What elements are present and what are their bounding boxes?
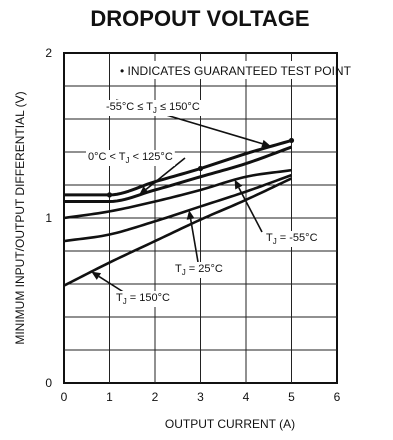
- y-tick-label: 1: [45, 211, 52, 225]
- series-line-0: [64, 139, 292, 197]
- annotation-label-background: [86, 150, 175, 166]
- annotation-label-1: 0°C < TJ < 125°C: [86, 150, 175, 166]
- annotation-label-background: [104, 100, 202, 116]
- annotation-label-background: [114, 291, 173, 307]
- y-tick-label: 0: [45, 376, 52, 390]
- annotation-arrow-line: [98, 275, 126, 294]
- annotation-label-background: [264, 231, 320, 247]
- y-axis-ticks: 0 1 2: [45, 46, 52, 390]
- series-line-3: [63, 173, 292, 243]
- x-tick-label: 4: [243, 390, 250, 404]
- annotation-label-background: [173, 262, 225, 278]
- annotation-arrow-head: [261, 139, 272, 148]
- annotation-arrow-line: [238, 187, 263, 233]
- annotation-text: TJ = -55°C: [266, 232, 318, 246]
- y-axis-label: MINIMUM INPUT/OUTPUT DIFFERENTIAL (V): [13, 91, 27, 344]
- annotation-arrow-head: [139, 186, 149, 196]
- series-line-2: [63, 168, 292, 220]
- annotation-layer: -55°C ≤ TJ ≤ 150°C 0°C < TJ < 125°C TJ = -…: [86, 99, 320, 307]
- annotation-text: -55°C ≤ TJ ≤ 150°C: [106, 101, 200, 115]
- annotation-label-0: -55°C ≤ TJ ≤ 150°C: [104, 100, 202, 116]
- annotation-text: 0°C < TJ < 125°C: [88, 151, 173, 165]
- annotation-arrow-line: [189, 218, 199, 263]
- annotation-label-2: TJ = -55°C: [264, 231, 320, 247]
- annotation-arrow-head: [91, 271, 102, 280]
- annotation-arrow-line: [145, 157, 186, 191]
- guaranteed-test-point: [288, 137, 295, 144]
- x-tick-label: 3: [197, 390, 204, 404]
- x-axis-label: OUTPUT CURRENT (A): [165, 417, 295, 431]
- guaranteed-test-point-note: • INDICATES GUARANTEED TEST POINT: [120, 64, 352, 78]
- annotation-text: TJ = 150°C: [116, 292, 170, 306]
- annotation-label-4: TJ = 150°C: [114, 291, 173, 307]
- y-tick-label: 2: [45, 46, 52, 60]
- annotation-arrow-head: [234, 179, 243, 190]
- x-tick-label: 6: [334, 390, 341, 404]
- series-layer: [63, 139, 293, 287]
- x-tick-label: 2: [152, 390, 159, 404]
- note-background: [115, 61, 330, 79]
- guaranteed-test-point: [197, 165, 204, 172]
- annotation-arrow-head: [186, 210, 195, 220]
- x-tick-label: 5: [288, 390, 295, 404]
- series-line-1: [64, 145, 293, 203]
- chart-title: DROPOUT VOLTAGE: [90, 6, 309, 31]
- guaranteed-test-point: [106, 192, 113, 198]
- annotation-label-3: TJ = 25°C: [173, 262, 225, 278]
- test-points-layer: [106, 137, 295, 198]
- annotation-text: TJ = 25°C: [175, 263, 223, 277]
- x-axis-ticks: 0 1 2 3 4 5 6: [61, 390, 341, 404]
- x-tick-label: 0: [61, 390, 68, 404]
- series-line-4: [63, 177, 293, 287]
- x-tick-label: 1: [106, 390, 113, 404]
